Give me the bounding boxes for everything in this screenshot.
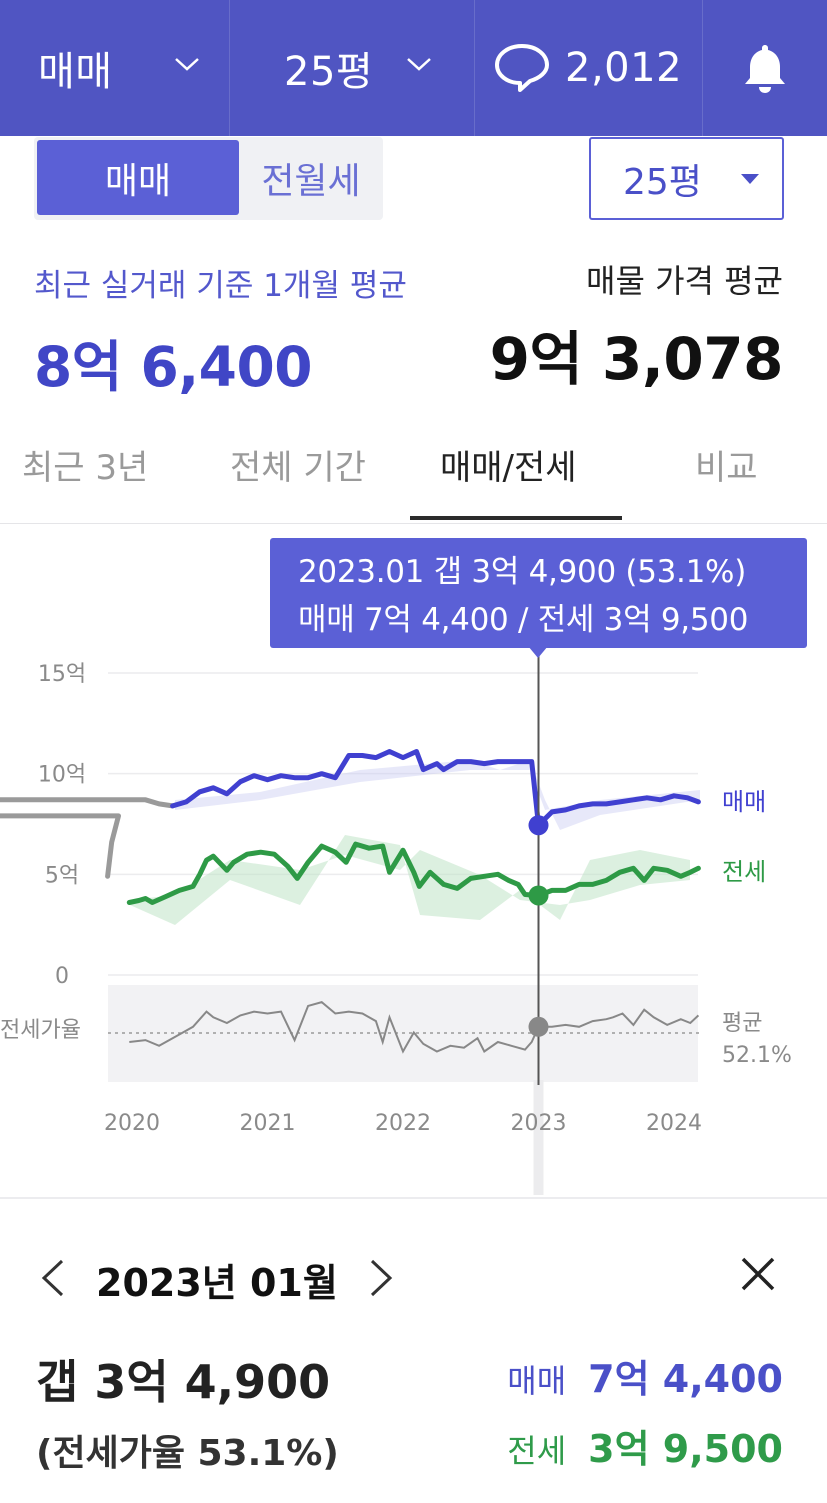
size-dropdown[interactable]: 25평 bbox=[230, 0, 475, 136]
trade-type-label: 매매 bbox=[38, 49, 113, 95]
selection-highlight bbox=[533, 1080, 544, 1195]
period-tabs: 최근 3년 전체 기간 매매/전세 비교 bbox=[0, 412, 827, 524]
detail-date: 2023년 01월 bbox=[96, 1261, 338, 1305]
recent-avg-label: 최근 실거래 기준 1개월 평균 bbox=[34, 268, 407, 304]
lease-range-band bbox=[130, 835, 690, 925]
gap-value: 갭 3억 4,900 bbox=[36, 1355, 331, 1409]
speech-bubble-icon bbox=[495, 44, 549, 92]
chevron-right-icon[interactable] bbox=[368, 1258, 396, 1298]
tab-recent-3y[interactable]: 최근 3년 bbox=[22, 448, 149, 488]
tab-compare[interactable]: 비교 bbox=[695, 448, 758, 488]
close-icon[interactable] bbox=[740, 1256, 776, 1292]
sale-range-band bbox=[175, 760, 700, 830]
sale-label: 매매 bbox=[507, 1362, 567, 1400]
x-tick-label: 2022 bbox=[375, 1111, 431, 1136]
y-tick-label: 5억 bbox=[45, 863, 79, 888]
y-tick-label: 15억 bbox=[38, 662, 86, 687]
chevron-down-icon bbox=[407, 58, 431, 71]
x-tick-label: 2021 bbox=[240, 1111, 296, 1136]
chevron-down-icon bbox=[175, 58, 199, 71]
ratio-avg-label: 평균 bbox=[722, 1011, 762, 1036]
comments-button[interactable]: 2,012 bbox=[475, 0, 703, 136]
comment-count: 2,012 bbox=[565, 45, 683, 91]
tab-sale-lease[interactable]: 매매/전세 bbox=[440, 448, 577, 488]
y-tick-label: 0 bbox=[55, 964, 69, 989]
top-bar: 매매 25평 2,012 bbox=[0, 0, 827, 136]
caret-down-icon bbox=[741, 174, 759, 184]
tab-all-period[interactable]: 전체 기간 bbox=[230, 448, 366, 488]
tooltip-arrow bbox=[528, 646, 548, 658]
sale-line bbox=[170, 749, 701, 828]
active-tab-indicator bbox=[410, 516, 622, 520]
sale-line-early bbox=[0, 797, 176, 879]
toggle-sale[interactable]: 매매 bbox=[37, 140, 239, 215]
chart-tooltip: 2023.01 갭 3억 4,900 (53.1%) 매매 7억 4,400 /… bbox=[270, 538, 807, 648]
chevron-left-icon[interactable] bbox=[38, 1258, 66, 1298]
lease-label: 전세 bbox=[507, 1432, 567, 1470]
recent-avg-value: 8억 6,400 bbox=[34, 335, 313, 399]
sale-series-label: 매매 bbox=[722, 788, 766, 816]
size-label: 25평 bbox=[284, 49, 374, 95]
x-tick-label: 2024 bbox=[646, 1111, 702, 1136]
size-select-value: 25평 bbox=[623, 161, 702, 203]
toggle-rent[interactable]: 전월세 bbox=[261, 160, 361, 202]
tooltip-line-2: 매매 7억 4,400 / 전세 3억 9,500 bbox=[298, 602, 749, 638]
ratio-axis-label: 전세가율 bbox=[0, 1018, 81, 1043]
ratio-line bbox=[129, 1000, 700, 1054]
sale-price-row: 매매 7억 4,400 bbox=[507, 1348, 783, 1403]
lease-price-row: 전세 3억 9,500 bbox=[507, 1418, 783, 1473]
lease-ratio-value: (전세가율 53.1%) bbox=[36, 1433, 339, 1474]
bell-icon bbox=[745, 45, 785, 93]
sale-value: 7억 4,400 bbox=[588, 1357, 783, 1401]
listing-avg-value: 9억 3,078 bbox=[489, 325, 784, 393]
trade-type-dropdown[interactable]: 매매 bbox=[0, 0, 230, 136]
listing-avg-label: 매물 가격 평균 bbox=[586, 262, 783, 300]
y-tick-label: 10억 bbox=[38, 763, 86, 788]
selected-sale-point bbox=[528, 815, 549, 836]
lease-series-label: 전세 bbox=[722, 858, 766, 886]
size-select[interactable]: 25평 bbox=[589, 137, 784, 220]
ratio-avg-value: 52.1% bbox=[722, 1043, 792, 1068]
selected-ratio-point bbox=[528, 1016, 549, 1037]
x-tick-label: 2020 bbox=[104, 1111, 160, 1136]
lease-line bbox=[126, 841, 701, 905]
trade-toggle: 매매 전월세 bbox=[34, 137, 383, 220]
divider bbox=[0, 1197, 827, 1199]
tooltip-line-1: 2023.01 갭 3억 4,900 (53.1%) bbox=[298, 554, 746, 590]
x-tick-label: 2023 bbox=[511, 1111, 567, 1136]
notification-button[interactable] bbox=[703, 0, 827, 136]
lease-value: 3억 9,500 bbox=[588, 1427, 783, 1471]
selected-lease-point bbox=[528, 885, 549, 906]
